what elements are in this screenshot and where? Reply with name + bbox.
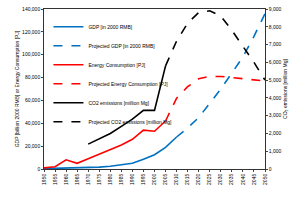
svg-text:2,000: 2,000 bbox=[269, 130, 282, 136]
svg-text:Energy Consumption [PJ]: Energy Consumption [PJ] bbox=[88, 62, 145, 68]
svg-text:0: 0 bbox=[37, 166, 40, 172]
svg-text:2040: 2040 bbox=[240, 174, 246, 185]
svg-text:7,000: 7,000 bbox=[269, 41, 282, 47]
svg-text:2030: 2030 bbox=[217, 174, 223, 185]
svg-text:80,000: 80,000 bbox=[25, 74, 41, 80]
svg-text:3,000: 3,000 bbox=[269, 112, 282, 118]
svg-text:2050: 2050 bbox=[262, 174, 268, 185]
svg-text:1955: 1955 bbox=[52, 174, 58, 185]
svg-text:1965: 1965 bbox=[74, 174, 80, 185]
svg-text:1970: 1970 bbox=[85, 174, 91, 185]
svg-text:5,000: 5,000 bbox=[269, 77, 282, 83]
svg-text:2020: 2020 bbox=[195, 174, 201, 185]
svg-text:2010: 2010 bbox=[173, 174, 179, 185]
svg-text:1995: 1995 bbox=[140, 174, 146, 185]
svg-text:GDP [in 2000 RMB]: GDP [in 2000 RMB] bbox=[88, 24, 132, 30]
svg-text:6,000: 6,000 bbox=[269, 59, 282, 65]
svg-text:2015: 2015 bbox=[184, 174, 190, 185]
svg-text:CO₂ emissions [million Mg]: CO₂ emissions [million Mg] bbox=[282, 59, 288, 119]
svg-text:140,000: 140,000 bbox=[22, 6, 40, 12]
svg-text:2025: 2025 bbox=[206, 174, 212, 185]
svg-text:2005: 2005 bbox=[162, 174, 168, 185]
svg-text:120,000: 120,000 bbox=[22, 29, 40, 35]
svg-text:1990: 1990 bbox=[129, 174, 135, 185]
svg-text:2035: 2035 bbox=[228, 174, 234, 185]
svg-text:40,000: 40,000 bbox=[25, 120, 41, 126]
svg-text:1980: 1980 bbox=[107, 174, 113, 185]
svg-text:1960: 1960 bbox=[63, 174, 69, 185]
svg-text:CO2 emissions [million Mg]: CO2 emissions [million Mg] bbox=[88, 100, 149, 106]
svg-text:1,000: 1,000 bbox=[269, 148, 282, 154]
svg-text:8,000: 8,000 bbox=[269, 24, 282, 30]
svg-text:1985: 1985 bbox=[118, 174, 124, 185]
svg-text:Projected Energy Consumption [: Projected Energy Consumption [PJ] bbox=[88, 81, 168, 87]
svg-text:9,000: 9,000 bbox=[269, 6, 282, 12]
svg-text:0: 0 bbox=[269, 166, 272, 172]
svg-text:2045: 2045 bbox=[251, 174, 257, 185]
svg-text:2000: 2000 bbox=[151, 174, 157, 185]
svg-text:Projected CO2 emissions [milli: Projected CO2 emissions [million Mg] bbox=[88, 119, 172, 125]
svg-text:4,000: 4,000 bbox=[269, 95, 282, 101]
svg-text:20,000: 20,000 bbox=[25, 143, 41, 149]
svg-text:100,000: 100,000 bbox=[22, 51, 40, 57]
svg-text:Projected GDP [in 2000 RMB]: Projected GDP [in 2000 RMB] bbox=[88, 43, 155, 49]
svg-text:1950: 1950 bbox=[41, 174, 47, 185]
svg-text:60,000: 60,000 bbox=[25, 97, 41, 103]
svg-text:1975: 1975 bbox=[96, 174, 102, 185]
svg-text:GDP [billion 2000 RMB] or Ener: GDP [billion 2000 RMB] or Energy Consump… bbox=[14, 30, 20, 147]
